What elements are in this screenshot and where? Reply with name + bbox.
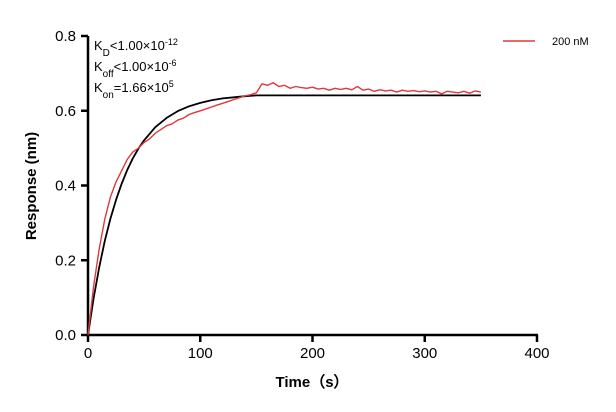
fit-curve-line [87, 94, 481, 336]
x-tick-label: 400 [524, 345, 549, 362]
y-axis-label: Response (nm) [23, 132, 40, 240]
x-tick-label: 300 [412, 345, 437, 362]
legend-label-200nm: 200 nM [552, 36, 589, 48]
x-tick-label: 200 [300, 345, 325, 362]
legend: 200 nM [503, 36, 589, 48]
series-200nm-line [87, 82, 482, 336]
y-tick-label: 0.8 [55, 28, 76, 45]
annotation-sub: off [103, 69, 114, 80]
y-tick-label: 0.2 [55, 252, 76, 269]
annotation-sub: on [103, 90, 114, 101]
y-tick-label: 0.6 [55, 103, 76, 120]
x-tick-label: 0 [84, 345, 92, 362]
annotation-base: K [94, 59, 103, 74]
annotation-base: K [94, 80, 103, 95]
x-tick-label: 100 [188, 345, 213, 362]
annotation-base: K [94, 38, 103, 53]
annotation-rel: =1.66×10 [114, 80, 169, 95]
annotation-d: KD<1.00×10-12 [94, 37, 178, 59]
y-tick-label: 0.4 [55, 178, 76, 195]
series-layer [87, 82, 482, 336]
annotation-off: Koff<1.00×10-6 [94, 58, 177, 80]
annotation-rel: <1.00×10 [110, 38, 165, 53]
annotation-sub: D [103, 48, 110, 59]
annotation-sup: -12 [165, 37, 178, 47]
annotation-sup: -6 [169, 58, 177, 68]
x-axis-label: Time（s） [275, 373, 348, 391]
axes: 0 100 200 300 400 0.0 0.2 0.4 0.6 0.8 [55, 28, 549, 362]
annotation-rel: <1.00×10 [114, 59, 169, 74]
y-tick-label: 0.0 [55, 327, 76, 344]
annotation-on: Kon=1.66×105 [94, 79, 174, 101]
annotation-sup: 5 [169, 79, 174, 89]
